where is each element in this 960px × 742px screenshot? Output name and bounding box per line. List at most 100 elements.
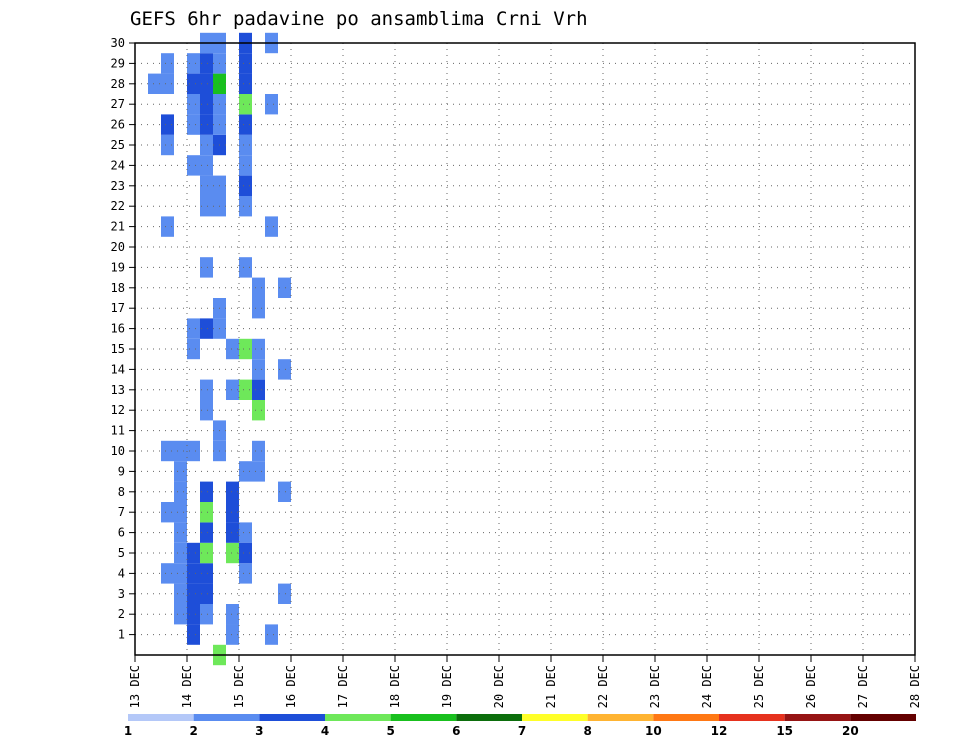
x-tick-label: 21 DEC (544, 665, 558, 708)
heatmap-cell (187, 624, 200, 645)
heatmap-cell (226, 604, 239, 625)
y-tick-label: 5 (118, 546, 125, 560)
y-tick-label: 1 (118, 628, 125, 642)
heatmap-cell (239, 94, 252, 115)
legend-swatch (456, 714, 522, 721)
legend-swatch (325, 714, 391, 721)
heatmap-cell (239, 461, 252, 482)
x-tick-label: 19 DEC (440, 665, 454, 708)
y-tick-label: 18 (111, 281, 125, 295)
heatmap-cell (161, 114, 174, 135)
y-tick-label: 15 (111, 342, 125, 356)
legend-swatch (719, 714, 785, 721)
y-tick-label: 26 (111, 118, 125, 132)
legend-swatch (653, 714, 719, 721)
heatmap-cell (174, 522, 187, 543)
heatmap-cell (239, 196, 252, 217)
legend-swatch (850, 714, 916, 721)
y-tick-label: 21 (111, 220, 125, 234)
heatmap-cell (278, 583, 291, 604)
heatmap-cell (200, 379, 213, 400)
heatmap-cell (226, 522, 239, 543)
heatmap-cell (239, 155, 252, 176)
legend-label: 7 (518, 724, 526, 738)
heatmap-cell (161, 216, 174, 237)
legend-label: 10 (645, 724, 662, 738)
x-tick-label: 17 DEC (336, 665, 350, 708)
y-tick-label: 2 (118, 607, 125, 621)
heatmap-cell (187, 338, 200, 360)
heatmap-cell (239, 338, 252, 360)
heatmap-cell (187, 604, 200, 625)
heatmap-cell (187, 53, 200, 74)
heatmap-cell (200, 583, 213, 604)
legend-label: 20 (842, 724, 859, 738)
heatmap-cell (200, 542, 213, 564)
heatmap-cell (200, 502, 213, 523)
heatmap-cell (239, 542, 252, 564)
x-axis-ticks: 13 DEC 14 DEC 15 DEC 16 DEC 17 DEC 18 DEC 19 D… (128, 655, 922, 708)
heatmap-cell (148, 73, 161, 94)
heatmap-cell (161, 440, 174, 462)
heatmap-cell (174, 461, 187, 482)
x-tick-label: 23 DEC (648, 665, 662, 708)
heatmap-cell (200, 481, 213, 502)
heatmap-cell (187, 114, 200, 135)
heatmap-cell (239, 522, 252, 543)
y-tick-label: 27 (111, 97, 125, 111)
heatmap-cell (187, 318, 200, 339)
x-tick-label: 18 DEC (388, 665, 402, 708)
heatmap-cell (200, 175, 213, 196)
legend-swatch (390, 714, 457, 721)
heatmap-cell (252, 277, 265, 298)
legend-swatch (128, 714, 194, 721)
legend-label: 6 (452, 724, 460, 738)
heatmap-cell (200, 522, 213, 543)
heatmap-cell (239, 73, 252, 94)
y-tick-label: 29 (111, 56, 125, 70)
heatmap-cell (200, 400, 213, 421)
heatmap-cell (252, 400, 265, 421)
legend-label: 4 (321, 724, 329, 738)
heatmap-cell (200, 94, 213, 115)
heatmap-cell (252, 338, 265, 360)
y-tick-label: 14 (111, 362, 125, 376)
x-tick-label: 27 DEC (856, 665, 870, 708)
y-tick-label: 23 (111, 179, 125, 193)
heatmap-cell (200, 257, 213, 278)
heatmap-cell (200, 114, 213, 135)
y-tick-label: 4 (118, 566, 125, 580)
heatmap-cell (278, 277, 291, 298)
y-tick-label: 6 (118, 526, 125, 540)
heatmap-cell (174, 604, 187, 625)
legend-swatch (784, 714, 851, 721)
y-tick-label: 13 (111, 383, 125, 397)
legend-swatch (587, 714, 654, 721)
heatmap-cell (200, 563, 213, 584)
heatmap-cell (187, 155, 200, 176)
heatmap-cell (239, 53, 252, 74)
heatmap-cell (265, 624, 278, 645)
y-tick-label: 8 (118, 485, 125, 499)
legend-swatch (193, 714, 260, 721)
heatmap-cell (239, 257, 252, 278)
legend-label: 3 (255, 724, 263, 738)
heatmap-cell (239, 175, 252, 196)
heatmap-cell (161, 502, 174, 523)
heatmap-cell (174, 563, 187, 584)
heatmap-cell (187, 563, 200, 584)
y-tick-label: 12 (111, 403, 125, 417)
heatmap-cell (200, 155, 213, 176)
heatmap-cell (226, 481, 239, 502)
legend-label: 12 (711, 724, 728, 738)
heatmap-cell (226, 624, 239, 645)
y-tick-label: 10 (111, 444, 125, 458)
heatmap-cell (278, 481, 291, 502)
x-tick-label: 25 DEC (752, 665, 766, 708)
y-axis-ticks: 1234567891011121314151617181920212223242… (111, 36, 135, 642)
y-tick-label: 17 (111, 301, 125, 315)
heatmap-cell (187, 94, 200, 115)
x-tick-label: 26 DEC (804, 665, 818, 708)
legend-label: 8 (583, 724, 591, 738)
heatmap-cell (174, 440, 187, 462)
